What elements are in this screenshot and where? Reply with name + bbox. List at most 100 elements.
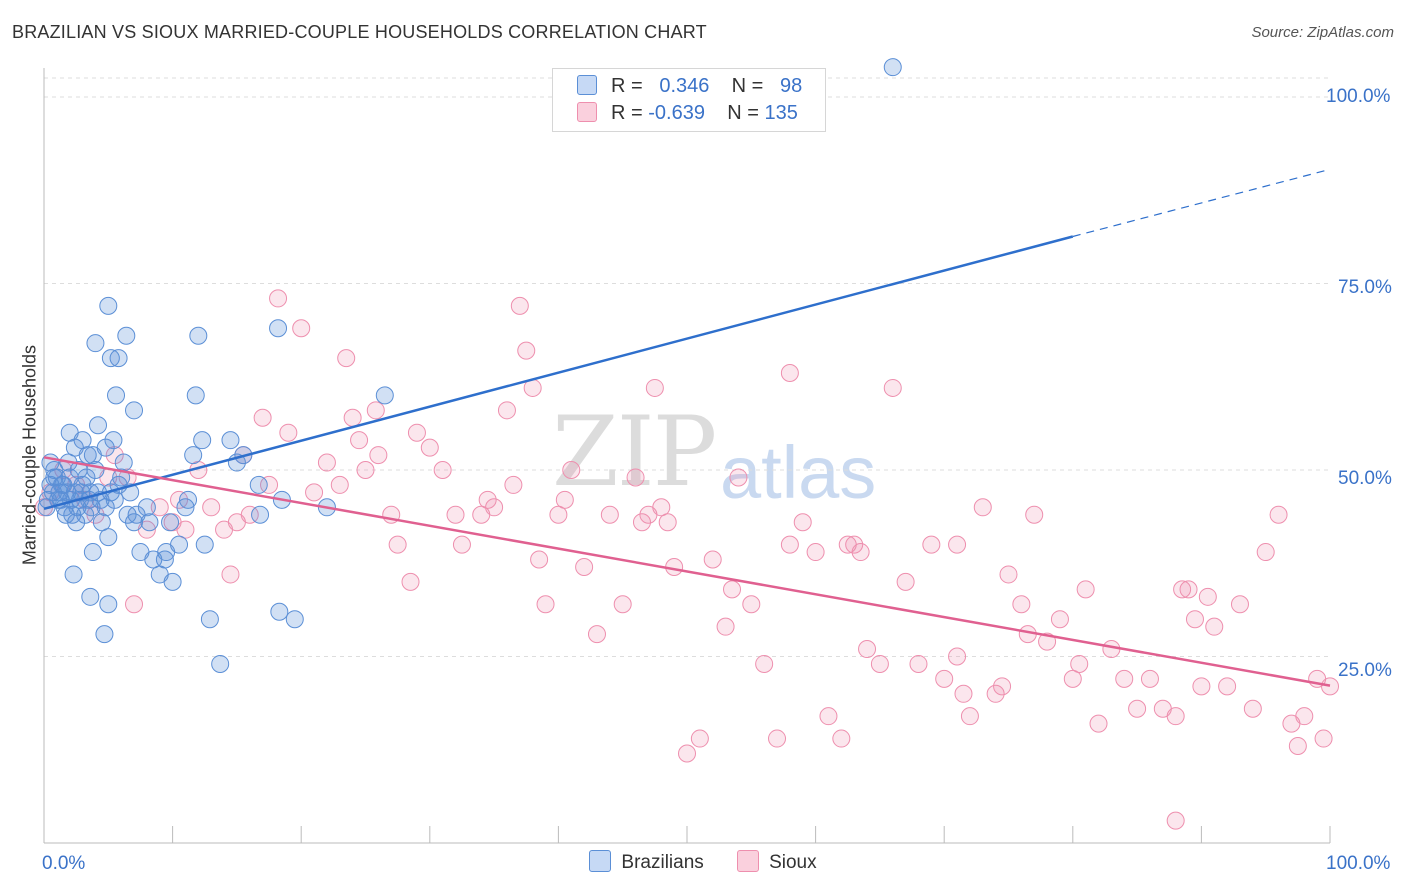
- brazilian-point-54: [83, 543, 102, 562]
- sioux-point-103: [1063, 669, 1082, 688]
- brazilian-point-97: [69, 461, 88, 479]
- sioux-point-102: [1050, 610, 1069, 629]
- sioux-point-40: [420, 438, 439, 457]
- brazilian-point-56: [95, 625, 114, 644]
- brazilian-point-61: [184, 446, 203, 465]
- sioux-point-95: [986, 684, 1005, 703]
- brazilian-point-18: [76, 505, 95, 524]
- y-tick-label-25: 25.0%: [1338, 660, 1392, 681]
- axes: [43, 68, 1331, 844]
- sioux-point-72: [723, 580, 742, 599]
- brazilian-point-47: [101, 349, 120, 368]
- sioux-point-86: [883, 378, 902, 397]
- sioux-point-117: [1198, 587, 1217, 606]
- brazilian-point-55: [81, 587, 100, 606]
- sioux-point-131: [948, 535, 967, 554]
- watermark-zip: ZIP: [552, 396, 717, 508]
- legend-n-value-sioux: 135: [764, 102, 798, 124]
- sioux-points: [35, 289, 1339, 830]
- sioux-point-14: [176, 520, 195, 539]
- sioux-point-96: [993, 677, 1012, 696]
- legend-label-brazilians: Brazilians: [621, 852, 704, 873]
- brazilian-point-46: [107, 386, 126, 405]
- sioux-point-81: [832, 729, 851, 748]
- y-tick-label-75: 75.0%: [1338, 277, 1392, 298]
- sioux-point-115: [1185, 610, 1204, 629]
- series-legend: Brazilians Sioux: [0, 850, 1406, 874]
- brazilians-trend-extension: [1072, 168, 1331, 238]
- brazilian-point-28: [112, 468, 131, 487]
- brazilian-point-42: [89, 416, 108, 435]
- legend-r-value-brazilians: 0.346: [659, 75, 710, 97]
- legend-swatch-blue: [577, 75, 597, 95]
- sioux-point-109: [1128, 699, 1147, 718]
- sioux-point-104: [1070, 654, 1089, 673]
- brazilian-point-58: [155, 550, 174, 569]
- legend-label-sioux: Sioux: [769, 852, 817, 873]
- legend-row-sioux: R = -0.639 N = 135: [577, 102, 798, 126]
- legend-r-label: R =: [611, 75, 643, 97]
- brazilian-point-67: [211, 654, 230, 673]
- y-tick-label-100: 100.0%: [1326, 86, 1391, 107]
- sioux-point-28: [317, 453, 336, 472]
- sioux-point-60: [613, 595, 632, 614]
- brazilians-swatch: [589, 850, 612, 872]
- sioux-point-80: [819, 707, 838, 726]
- brazilian-point-20: [82, 498, 101, 517]
- brazilian-point-64: [189, 326, 208, 345]
- brazilian-point-49: [99, 296, 118, 315]
- legend-n-value-brazilians: 98: [780, 75, 803, 97]
- sioux-point-116: [1192, 677, 1211, 696]
- brazilian-point-74: [270, 602, 289, 621]
- sioux-trend-line: [43, 456, 1331, 687]
- sioux-point-23: [260, 475, 279, 494]
- sioux-point-77: [780, 535, 799, 554]
- brazilian-points: [37, 58, 902, 673]
- brazilian-point-44: [104, 431, 123, 450]
- sioux-point-47: [497, 401, 516, 420]
- sioux-point-48: [504, 475, 523, 494]
- sioux-point-7: [105, 446, 124, 465]
- sioux-point-64: [645, 378, 664, 397]
- sioux-point-33: [356, 461, 375, 479]
- legend-swatch-pink: [577, 102, 597, 122]
- sioux-point-46: [485, 498, 504, 517]
- legend-item-sioux: Sioux: [737, 850, 817, 874]
- sioux-point-58: [587, 625, 606, 644]
- brazilian-point-68: [221, 431, 240, 450]
- legend-n-label: N =: [727, 102, 759, 124]
- sioux-point-26: [292, 319, 311, 338]
- sioux-point-29: [330, 475, 349, 494]
- sioux-point-45: [478, 490, 497, 509]
- sioux-point-22: [253, 408, 272, 427]
- sioux-point-16: [202, 498, 221, 517]
- sioux-point-73: [729, 468, 748, 487]
- sioux-point-9: [125, 595, 144, 614]
- brazilian-point-14: [67, 513, 86, 532]
- brazilian-point-50: [109, 349, 128, 368]
- sioux-point-100: [1025, 505, 1044, 524]
- source-note: Source: ZipAtlas.com: [1251, 24, 1394, 41]
- brazilian-point-63: [193, 431, 212, 450]
- brazilian-point-48: [117, 326, 136, 345]
- brazilian-point-23: [92, 513, 111, 532]
- y-axis-label: Married-couple Households: [19, 344, 40, 566]
- sioux-point-106: [1089, 714, 1108, 733]
- sioux-point-88: [909, 654, 928, 673]
- brazilian-point-66: [200, 610, 219, 629]
- sioux-point-120: [1230, 595, 1249, 614]
- sioux-point-39: [407, 423, 426, 442]
- chart-title: BRAZILIAN VS SIOUX MARRIED-COUPLE HOUSEH…: [12, 22, 707, 42]
- sioux-point-34: [366, 401, 385, 420]
- brazilian-point-29: [118, 505, 137, 524]
- trend-lines: [43, 168, 1331, 687]
- sioux-point-132: [780, 364, 799, 383]
- sioux-point-66: [658, 513, 677, 532]
- brazilian-point-86: [77, 468, 96, 487]
- sioux-point-43: [452, 535, 471, 554]
- sioux-point-126: [1295, 707, 1314, 726]
- sioux-point-24: [269, 289, 288, 308]
- brazilian-point-51: [125, 401, 144, 420]
- y-tick-label-50: 50.0%: [1338, 468, 1392, 489]
